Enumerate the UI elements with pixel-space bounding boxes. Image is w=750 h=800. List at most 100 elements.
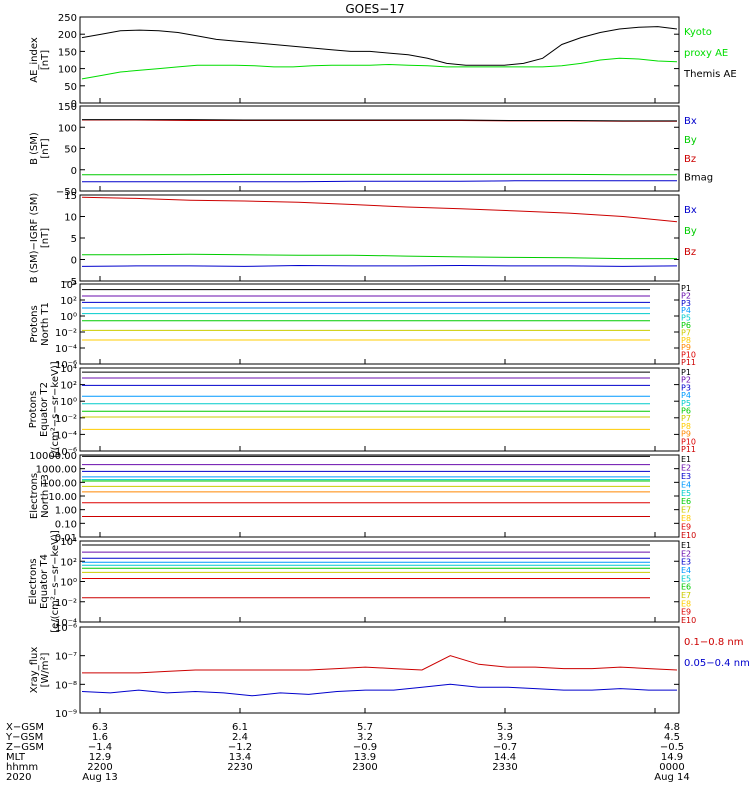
y-axis-label: [nT] [40, 50, 51, 70]
y-tick-label: 10⁻² [55, 598, 77, 609]
y-axis-label: [e/(cm²−s−sr−keV)] [50, 530, 61, 633]
y-tick-label: 10⁰ [60, 578, 77, 589]
legend-entry: E8 [681, 514, 691, 523]
y-axis-label: Equator T4 [39, 554, 50, 609]
legend-entry: E6 [681, 497, 691, 506]
panel-frame [79, 540, 680, 623]
legend-entry: P10 [681, 437, 696, 446]
footer-value: 1.6 [92, 732, 108, 743]
y-tick-label: 0 [71, 166, 77, 177]
legend-entry: E3 [681, 558, 691, 567]
legend-entry: P4 [681, 306, 691, 315]
series-line [82, 253, 677, 260]
series-line [82, 180, 677, 183]
legend-entry: P11 [681, 358, 696, 367]
footer-value: −1.4 [88, 742, 112, 753]
panel-peq: 10⁴ 10² 10⁰ 10⁻² 10⁻⁴ 10⁻⁶ Protons Equator T2 [/… [28, 361, 696, 458]
y-axis-label: [nT] [40, 228, 51, 248]
panel-pnorth: 10⁴ 10² 10⁰ 10⁻² 10⁻⁴ 10⁻⁶ Protons North T1 P1P2… [29, 280, 696, 371]
y-tick-label: 10⁻⁹ [55, 709, 77, 720]
y-axis-label: Equator T2 [39, 382, 50, 437]
legend-entry: P4 [681, 391, 691, 400]
legend-entry: P1 [681, 284, 691, 293]
footer-value: 2230 [227, 762, 252, 773]
footer-value: 0000 [659, 762, 684, 773]
y-tick-label: 0 [71, 99, 77, 110]
footer-row-label: MLT [6, 752, 26, 763]
series-line [81, 57, 678, 80]
footer-value: 2.4 [232, 732, 248, 743]
footer-value: Aug 13 [82, 772, 117, 783]
footer-value: −0.7 [493, 742, 517, 753]
legend-entry: E5 [681, 489, 691, 498]
legend-entry: E1 [681, 541, 691, 550]
legend-entry: 0.05−0.4 nm [684, 658, 750, 669]
legend-entry: P2 [681, 376, 691, 385]
y-tick-label: −5 [62, 277, 77, 288]
y-axis-label: [/(cm²−s−sr−keV)] [50, 361, 61, 457]
footer-row-label: Z−GSM [6, 742, 44, 753]
y-tick-label: 10⁻² [55, 328, 77, 339]
legend-entry: Bmag [684, 173, 713, 184]
legend-entry: E7 [681, 506, 691, 515]
panel-frame [79, 194, 680, 282]
footer-value: 4.8 [664, 722, 680, 733]
footer-value: Aug 14 [654, 772, 689, 783]
y-tick-label: 10⁻⁷ [55, 652, 77, 663]
legend-entry: P1 [681, 368, 691, 377]
legend-entry: E2 [681, 463, 691, 472]
y-axis-label: North T3 [40, 474, 51, 518]
footer-value: 13.9 [354, 752, 376, 763]
footer-value: 3.9 [497, 732, 513, 743]
y-tick-label: 10⁴ [60, 364, 77, 375]
panel-frame [79, 105, 680, 192]
y-tick-label: 10² [60, 381, 77, 392]
footer-row-label: X−GSM [6, 722, 44, 733]
legend-entry: proxy AE [684, 48, 728, 59]
legend-entry: P6 [681, 407, 691, 416]
y-tick-label: 10⁰ [60, 397, 77, 408]
footer-value: 2200 [87, 762, 112, 773]
legend-entry: E10 [681, 531, 696, 540]
y-tick-label: 10² [60, 557, 77, 568]
legend-entry: P7 [681, 414, 691, 423]
legend-entry: 0.1−0.8 nm [684, 637, 743, 648]
panel-eeq: 10⁴ 10² 10⁰ 10⁻² 10⁻⁴ Electrons Equator T4 [e/(… [28, 530, 696, 633]
panel-frame [79, 626, 680, 714]
panel-bigrf: 15 10 5 0 −5 B (SM)−IGRF (SM) [nT] Bx By Bz [29, 191, 697, 288]
legend-entry: E9 [681, 608, 691, 617]
footer-value: 6.1 [232, 722, 248, 733]
footer-value: 2300 [352, 762, 377, 773]
y-axis-label: Electrons [28, 558, 39, 604]
panel-frame [79, 16, 680, 104]
y-tick-label: 50 [64, 82, 77, 93]
legend-entry: Bz [684, 154, 696, 165]
legend-entry: P9 [681, 430, 691, 439]
footer-value: 6.3 [92, 722, 108, 733]
y-tick-label: 100 [58, 65, 77, 76]
footer-value: 2330 [492, 762, 517, 773]
y-tick-label: 0 [71, 256, 77, 267]
legend-entry: E9 [681, 523, 691, 532]
legend-entry: E7 [681, 591, 691, 600]
y-tick-label: 10.00 [48, 492, 77, 503]
legend-entry: P5 [681, 314, 691, 323]
y-tick-label: 10 [64, 213, 77, 224]
footer-value: −0.9 [353, 742, 377, 753]
legend-entry: E3 [681, 472, 691, 481]
y-axis-label: Xray_flux [29, 647, 40, 694]
panel-xray: 10⁻⁶ 10⁻⁷ 10⁻⁸ 10⁻⁹ Xray_flux [W/m²] 0.1−0.8 n… [29, 623, 750, 720]
plot-title: GOES−17 [345, 2, 404, 16]
legend-entry: Bx [684, 205, 697, 216]
y-tick-label: 0.10 [55, 519, 77, 530]
footer-value: 5.7 [357, 722, 373, 733]
footer-value: −0.5 [660, 742, 684, 753]
legend-entry: P8 [681, 422, 691, 431]
y-tick-label: 10⁻² [55, 414, 77, 425]
y-axis-label: B (SM) [29, 132, 40, 165]
y-tick-label: 150 [58, 47, 77, 58]
y-axis-label: [nT] [40, 138, 51, 158]
y-tick-label: 100.00 [42, 478, 77, 489]
